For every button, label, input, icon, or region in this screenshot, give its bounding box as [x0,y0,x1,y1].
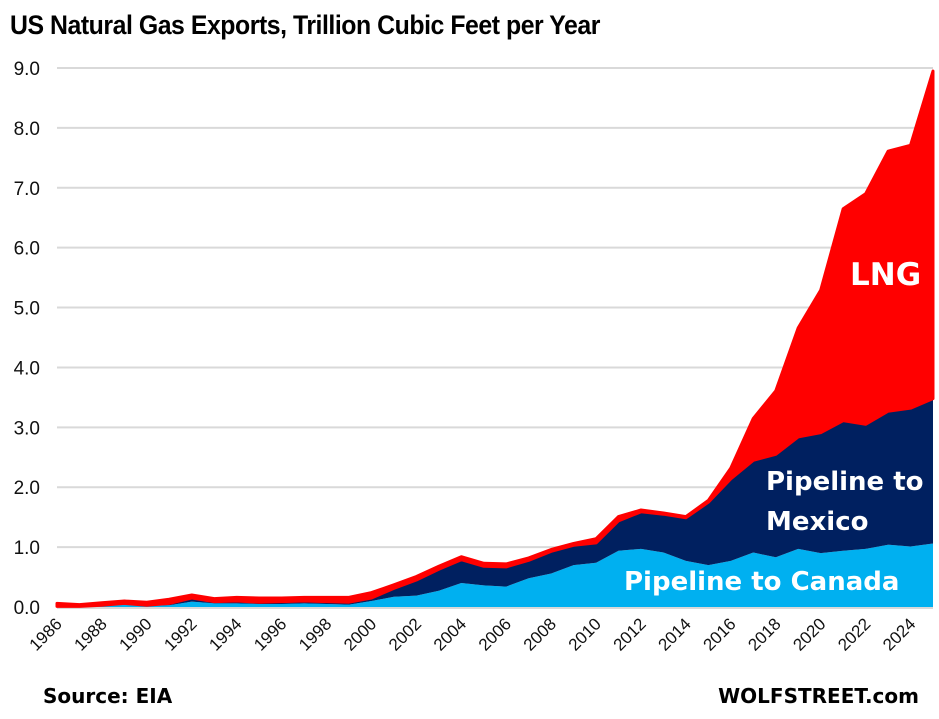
area-lng [55,69,935,608]
x-tick-label: 2000 [340,614,380,654]
x-tick-label: 1990 [115,614,155,654]
x-tick-label: 2012 [610,614,650,654]
chart-title: US Natural Gas Exports, Trillion Cubic F… [10,10,600,40]
x-tick-label: 2010 [565,614,605,654]
area-pipeline-to-canada [57,543,933,607]
y-tick-label: 7.0 [14,179,40,200]
y-tick-label: 4.0 [14,358,40,379]
x-tick-label: 2024 [879,614,919,654]
series-areas [55,69,935,608]
area-pipeline-to-mexico [57,398,933,607]
y-tick-label: 2.0 [14,478,40,499]
y-tick-label: 6.0 [14,239,40,260]
x-tick-label: 2018 [744,614,784,654]
y-tick-label: 5.0 [14,299,40,320]
y-tick-label: 8.0 [14,119,40,140]
x-tick-label: 2022 [834,614,874,654]
x-tick-label: 1994 [205,614,245,654]
x-tick-label: 2002 [385,614,425,654]
x-tick-label: 2014 [655,614,695,654]
x-tick-label: 2004 [430,614,470,654]
label-lng: LNG [850,257,921,293]
gridlines [57,67,933,609]
label-mexico-line2: Mexico [766,507,868,537]
series-labels: LNG Pipeline to Mexico Pipeline to Canad… [624,257,924,597]
y-tick-label: 3.0 [14,418,40,439]
x-tick-label: 1996 [250,614,290,654]
x-tick-label: 1988 [71,614,111,654]
y-tick-label: 1.0 [14,538,40,559]
x-tick-label: 1992 [160,614,200,654]
x-tick-label: 2008 [520,614,560,654]
x-tick-label: 2016 [699,614,739,654]
y-axis: 0.0 1.0 2.0 3.0 4.0 5.0 6.0 7.0 8.0 9.0 [14,59,40,619]
watermark: WOLFSTREET.com [718,684,919,708]
x-tick-label: 2006 [475,614,515,654]
x-tick-label: 1986 [26,614,66,654]
x-tick-label: 1998 [295,614,335,654]
y-tick-label: 0.0 [14,598,40,619]
source-note: Source: EIA [43,684,173,708]
x-axis: 1986 1988 1990 1992 1994 1996 1998 2000 2002 2004… [26,614,920,654]
y-tick-label: 9.0 [14,59,40,80]
x-tick-label: 2020 [789,614,829,654]
label-mexico-line1: Pipeline to [766,467,924,497]
label-canada: Pipeline to Canada [624,567,899,597]
